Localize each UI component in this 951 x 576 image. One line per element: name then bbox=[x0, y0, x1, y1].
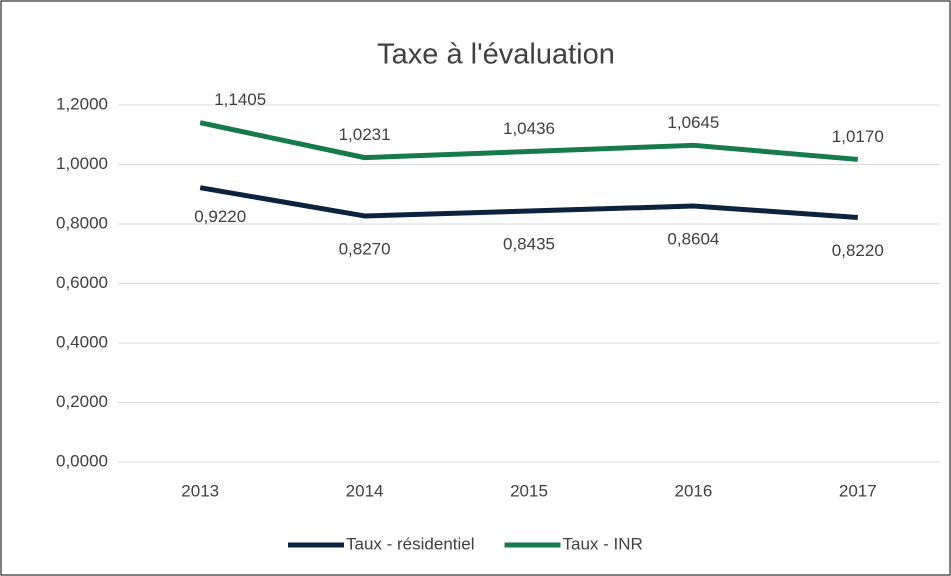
data-label: 0,9220 bbox=[194, 207, 246, 226]
chart-title: Taxe à l'évaluation bbox=[377, 39, 615, 71]
y-tick-label: 0,4000 bbox=[56, 332, 108, 351]
y-tick-label: 1,0000 bbox=[56, 154, 108, 173]
data-label: 1,1405 bbox=[214, 90, 266, 109]
data-label: 0,8435 bbox=[503, 235, 555, 254]
y-tick-label: 0,6000 bbox=[56, 273, 108, 292]
x-tick-label: 2017 bbox=[839, 481, 877, 500]
data-label: 0,8220 bbox=[832, 241, 884, 260]
x-tick-label: 2013 bbox=[181, 481, 219, 500]
y-tick-label: 0,8000 bbox=[56, 213, 108, 232]
x-tick-label: 2015 bbox=[510, 481, 548, 500]
legend-label: Taux - résidentiel bbox=[346, 534, 475, 553]
x-tick-label: 2016 bbox=[674, 481, 712, 500]
y-tick-label: 1,2000 bbox=[56, 94, 108, 113]
data-label: 1,0231 bbox=[339, 125, 391, 144]
data-label: 1,0645 bbox=[667, 113, 719, 132]
legend-label: Taux - INR bbox=[563, 534, 643, 553]
series-line bbox=[199, 120, 859, 162]
data-label: 1,0436 bbox=[503, 119, 555, 138]
series-line bbox=[199, 185, 858, 220]
data-label: 0,8604 bbox=[667, 230, 719, 249]
y-tick-label: 0,0000 bbox=[56, 451, 108, 470]
data-label: 0,8270 bbox=[339, 239, 391, 258]
data-label: 1,0170 bbox=[832, 127, 884, 146]
x-tick-label: 2014 bbox=[346, 481, 384, 500]
y-tick-label: 0,2000 bbox=[56, 392, 108, 411]
